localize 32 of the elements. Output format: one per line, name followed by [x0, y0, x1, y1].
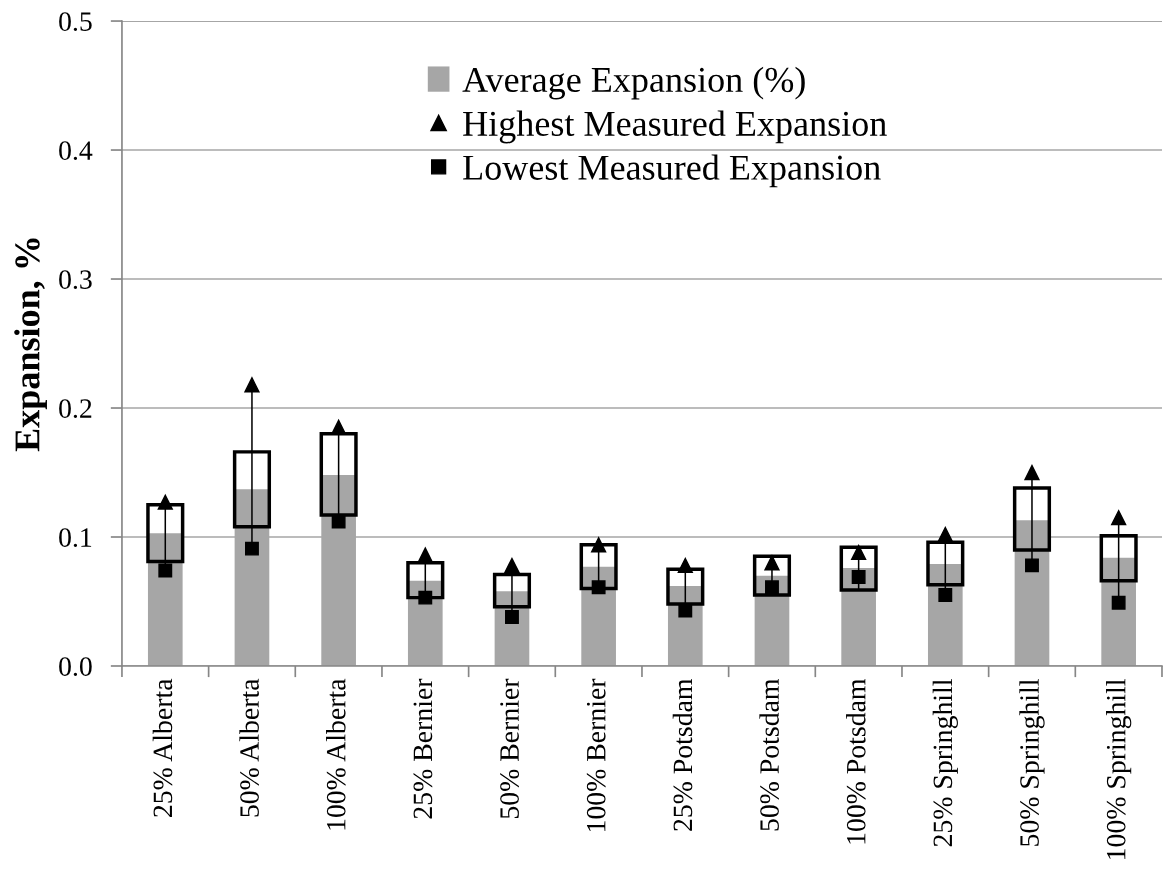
point [245, 541, 259, 556]
x-tick-label: 50% Springhill [1019, 679, 1045, 846]
x-tick-label: 25% Bernier [413, 678, 433, 819]
x-tick-label: 100% Springhill [1106, 679, 1132, 859]
y-tick-label: 0.3 [59, 270, 92, 290]
y-tick-label: 0.4 [59, 141, 93, 161]
legend-label: Lowest Measured Expansion [463, 154, 881, 188]
point [1111, 510, 1127, 526]
x-tick-label: 50% Potsdam [759, 678, 780, 831]
bar [1014, 520, 1050, 666]
x-tick-label: 100% Alberta [326, 678, 346, 830]
x-tick-label: 100% Bernier [586, 678, 606, 832]
point [1111, 595, 1126, 610]
point [938, 588, 953, 602]
x-tick-label: 25% Alberta [152, 678, 173, 817]
legend-label: Highest Measured Expansion [463, 110, 887, 144]
y-axis-title: Expansion, % [14, 238, 47, 452]
y-tick-label: 0.1 [59, 528, 92, 548]
point [851, 570, 866, 584]
point [505, 610, 519, 624]
x-tick-label: 50% Bernier [500, 678, 520, 819]
x-tick-label: 25% Potsdam [672, 678, 693, 831]
x-tick-label: 25% Springhill [932, 679, 958, 847]
y-tick-label: 0.2 [59, 399, 92, 419]
legend-label: Average Expansion (%) [462, 66, 805, 100]
bar [147, 533, 183, 666]
x-tick-label: 100% Potsdam [846, 678, 866, 844]
y-tick-label: 0.5 [59, 12, 92, 32]
y-tick-label: 0.0 [59, 657, 92, 677]
x-tick-label: 50% Alberta [239, 678, 259, 817]
point [1025, 558, 1039, 573]
point [158, 563, 173, 578]
